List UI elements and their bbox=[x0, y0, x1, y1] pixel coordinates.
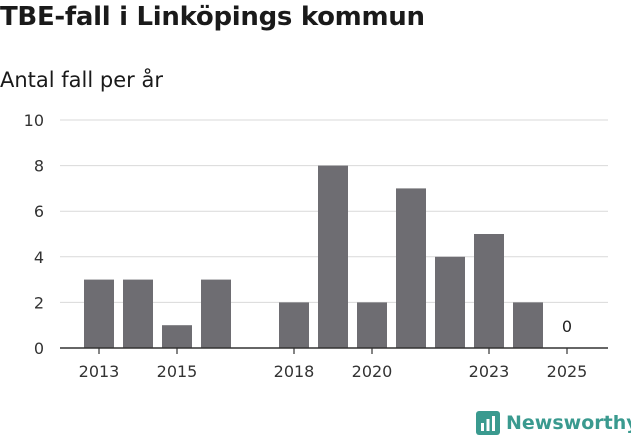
bar bbox=[513, 302, 543, 348]
chart-subtitle: Antal fall per år bbox=[0, 68, 163, 92]
y-tick-label: 8 bbox=[34, 157, 44, 176]
brand-name: Newsworthy bbox=[506, 412, 631, 434]
bar bbox=[123, 279, 153, 348]
bar bbox=[357, 302, 387, 348]
bar bbox=[474, 234, 504, 348]
bar bbox=[84, 279, 114, 348]
bar bbox=[162, 325, 192, 348]
x-tick-label: 2020 bbox=[352, 362, 393, 381]
y-tick-label: 10 bbox=[24, 111, 44, 130]
bar bbox=[279, 302, 309, 348]
y-tick-label: 2 bbox=[34, 293, 44, 312]
x-tick-label: 2025 bbox=[547, 362, 588, 381]
brand-logo: Newsworthy bbox=[476, 406, 631, 440]
bar-chart-logo-icon bbox=[476, 411, 500, 435]
y-tick-label: 4 bbox=[34, 248, 44, 267]
bar bbox=[318, 165, 348, 348]
data-label: 0 bbox=[562, 317, 572, 336]
x-tick-label: 2015 bbox=[157, 362, 198, 381]
chart-title: TBE-fall i Linköpings kommun bbox=[0, 2, 425, 32]
x-tick-label: 2013 bbox=[79, 362, 120, 381]
y-tick-label: 6 bbox=[34, 202, 44, 221]
bar bbox=[201, 279, 231, 348]
x-tick-label: 2023 bbox=[469, 362, 510, 381]
bar bbox=[396, 188, 426, 348]
x-tick-label: 2018 bbox=[274, 362, 315, 381]
y-tick-label: 0 bbox=[34, 339, 44, 358]
bar bbox=[435, 256, 465, 348]
